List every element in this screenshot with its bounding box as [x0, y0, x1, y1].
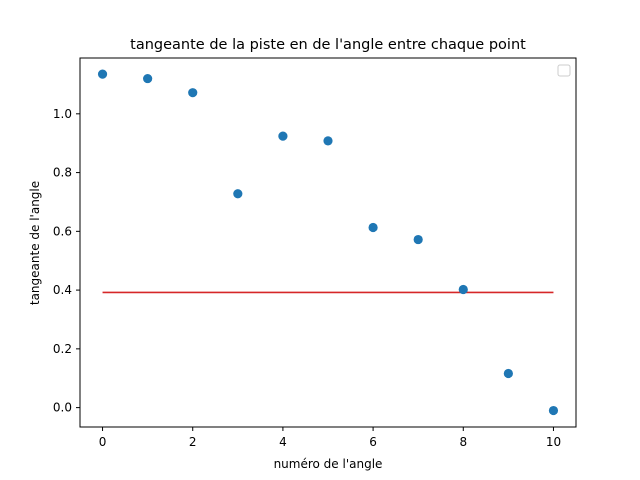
data-point [458, 284, 468, 295]
y-axis: 0.0 0.2 0.4 0.6 0.8 1.0 [53, 107, 80, 415]
plot-area [79, 57, 577, 428]
data-point [503, 368, 513, 379]
x-tick-label: 6 [369, 435, 377, 449]
y-tick-label: 0.0 [53, 401, 72, 415]
data-point [143, 73, 153, 84]
data-point [233, 189, 243, 199]
y-tick-label: 0.8 [53, 166, 72, 180]
data-point [413, 234, 423, 245]
data-point [548, 405, 559, 416]
data-point [97, 69, 108, 79]
data-point [188, 88, 198, 98]
y-axis-label: tangeante de l'angle [28, 181, 42, 305]
axes-frame [79, 57, 577, 428]
data-point [323, 136, 333, 146]
series-layer [97, 69, 559, 416]
x-axis-label: numéro de l'angle [274, 457, 383, 471]
y-tick-label: 0.4 [53, 283, 72, 297]
y-tick-label: 0.2 [53, 342, 72, 356]
x-axis: 0 2 4 6 8 10 [99, 427, 561, 449]
data-point [368, 222, 378, 233]
x-tick-label: 0 [99, 435, 107, 449]
chart-title: tangeante de la piste en de l'angle entr… [130, 37, 526, 53]
y-tick-label: 0.6 [53, 224, 72, 238]
x-tick-label: 10 [546, 435, 561, 449]
y-tick-label: 1.0 [53, 107, 72, 121]
x-tick-label: 8 [459, 435, 467, 449]
x-tick-label: 2 [189, 435, 197, 449]
legend-box[interactable] [557, 64, 571, 77]
x-tick-label: 4 [279, 435, 287, 449]
data-point [278, 131, 288, 141]
